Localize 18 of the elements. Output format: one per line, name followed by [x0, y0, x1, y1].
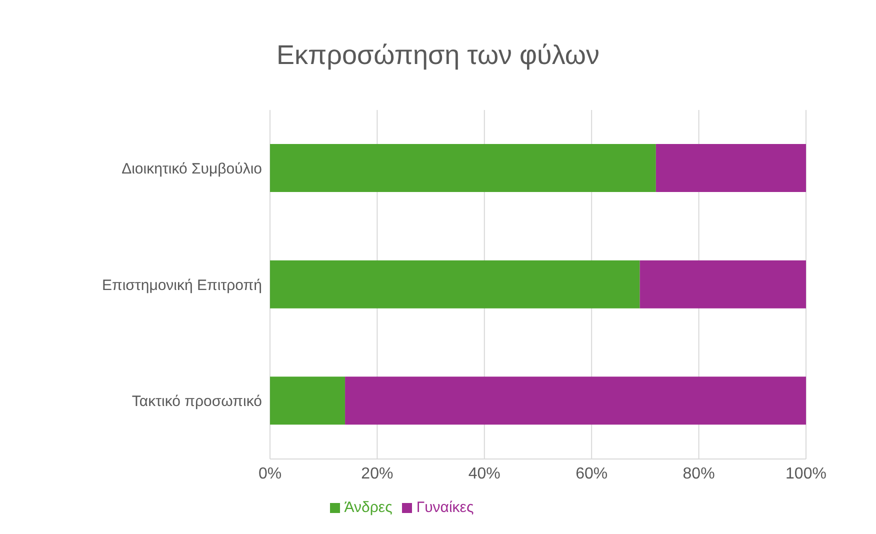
bar [270, 260, 640, 308]
bar [656, 144, 806, 192]
x-tick-label: 60% [576, 465, 608, 482]
x-tick-label: 40% [468, 465, 500, 482]
x-tick-label: 20% [361, 465, 394, 482]
chart-title: Εκπροσώπηση των φύλων [275, 39, 600, 72]
x-tick-label: 100% [786, 465, 826, 482]
legend-label: Άνδρες [344, 499, 392, 516]
bar [640, 260, 806, 308]
legend-label: Γυναίκες [416, 499, 474, 516]
x-tick-label: 0% [258, 465, 282, 482]
y-tick-label: Διοικητικό Συμβούλιο [122, 160, 262, 178]
bar [345, 376, 806, 425]
x-tick-label: 80% [682, 465, 715, 482]
y-tick-label: Επιστημονική Επιτροπή [102, 276, 262, 294]
bar [270, 376, 346, 425]
bar [270, 144, 656, 192]
y-tick-label: Τακτικό προσωπικό [132, 393, 262, 410]
